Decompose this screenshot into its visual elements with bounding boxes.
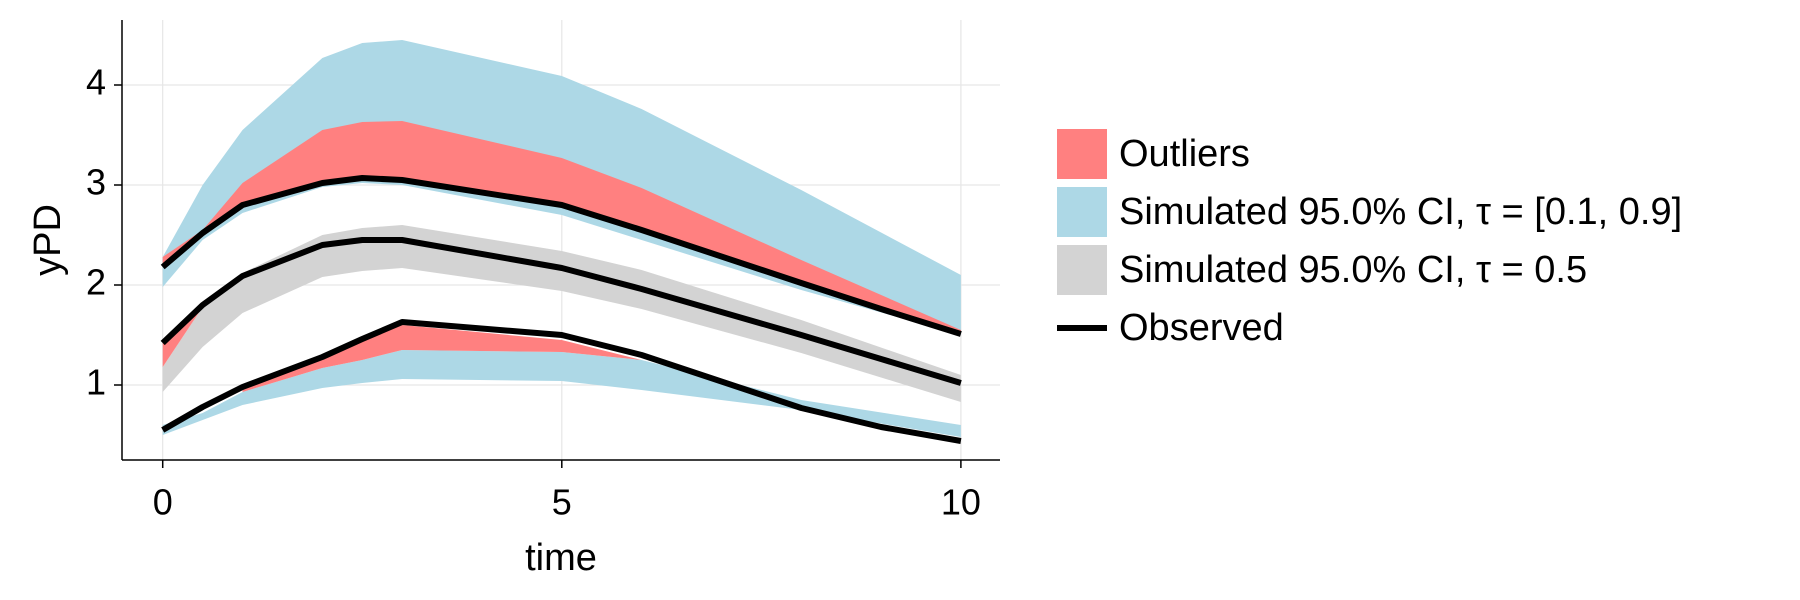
y-tick-label: 3	[86, 162, 106, 203]
legend-swatch	[1057, 245, 1107, 295]
x-tick-label: 5	[552, 482, 572, 523]
y-axis-label: yPD	[27, 204, 69, 276]
observed-line	[160, 175, 962, 337]
legend-label: Simulated 95.0% CI, τ = [0.1, 0.9]	[1119, 191, 1682, 233]
y-tick-label: 1	[86, 362, 106, 403]
observed-line	[161, 319, 962, 444]
ci-band	[162, 121, 961, 334]
ci-band	[242, 325, 642, 392]
y-tick-label: 4	[86, 62, 106, 103]
ci-band	[162, 305, 203, 367]
ci-band	[162, 225, 961, 402]
x-tick-label: 10	[941, 482, 981, 523]
y-tick-label: 2	[86, 262, 106, 303]
x-axis-label: time	[525, 537, 597, 579]
legend-label: Observed	[1119, 307, 1284, 349]
x-tick-label: 0	[153, 482, 173, 523]
legend-swatch	[1057, 187, 1107, 237]
legend-swatch	[1057, 129, 1107, 179]
legend-label: Outliers	[1119, 133, 1250, 175]
observed-line	[160, 237, 962, 386]
legend-label: Simulated 95.0% CI, τ = 0.5	[1119, 249, 1587, 291]
plot-area	[160, 40, 962, 444]
ci-band	[162, 350, 961, 437]
